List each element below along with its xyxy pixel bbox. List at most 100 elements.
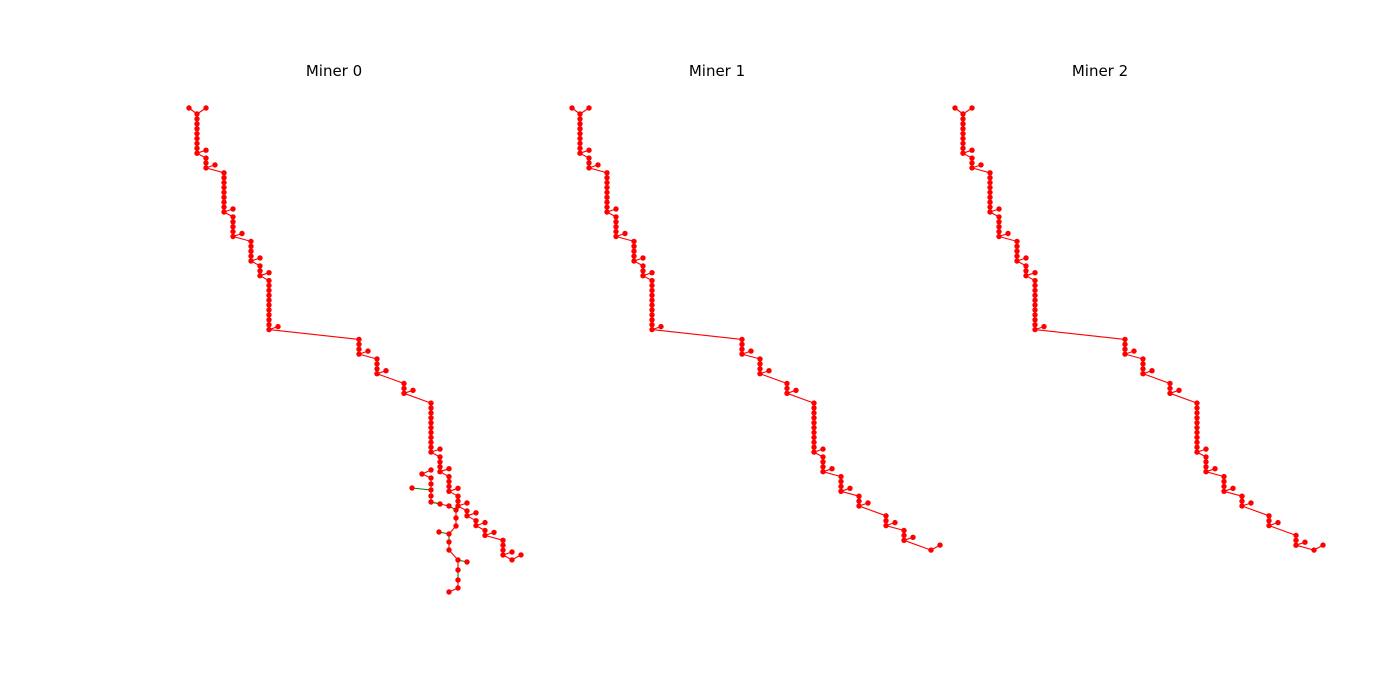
block-node-10 <box>194 150 200 156</box>
block-node-11 <box>969 147 975 153</box>
block-node-42 <box>649 277 655 284</box>
block-node-1 <box>203 105 209 111</box>
block-node-96 <box>883 522 889 529</box>
block-node-26 <box>613 214 619 220</box>
block-node-103 <box>1320 542 1326 548</box>
block-node-132 <box>464 559 470 565</box>
block-node-51 <box>649 322 655 328</box>
block-node-10 <box>577 150 583 156</box>
miner-2-title: Miner 2 <box>1072 62 1128 80</box>
block-node-22 <box>987 199 993 205</box>
block-node-37 <box>257 255 263 261</box>
block-node-65 <box>1167 385 1173 392</box>
chain-edge-31 <box>615 235 635 242</box>
block-node-86 <box>1221 478 1227 485</box>
block-node-54 <box>1122 336 1128 343</box>
block-node-46 <box>266 297 272 303</box>
block-node-43 <box>649 282 655 289</box>
block-node-72 <box>811 420 817 426</box>
block-node-66 <box>1167 390 1173 396</box>
block-node-57 <box>739 351 745 357</box>
block-node-61 <box>757 366 763 372</box>
block-node-36 <box>248 258 254 264</box>
block-node-3 <box>577 116 583 122</box>
block-node-41 <box>1032 270 1038 276</box>
block-node-7 <box>960 135 966 142</box>
block-node-24 <box>604 209 610 215</box>
chain-edge-127 <box>411 487 432 491</box>
block-node-94 <box>883 513 889 519</box>
miner-0-edges <box>188 107 522 593</box>
block-node-92 <box>856 503 862 509</box>
block-node-67 <box>793 387 799 393</box>
block-node-53 <box>275 323 281 330</box>
block-node-75 <box>811 434 817 441</box>
block-node-91 <box>1239 498 1245 504</box>
block-node-9 <box>194 145 200 151</box>
block-node-51 <box>266 322 272 328</box>
miner-1-panel: Miner 1 <box>569 62 943 553</box>
block-node-67 <box>410 387 416 393</box>
block-node-101 <box>1302 539 1308 545</box>
block-node-39 <box>1023 268 1029 274</box>
block-node-12 <box>969 155 975 161</box>
block-node-25 <box>613 206 619 212</box>
block-node-49 <box>649 312 655 318</box>
block-node-1 <box>586 105 592 111</box>
block-node-96 <box>1266 522 1272 529</box>
block-node-28 <box>230 224 236 230</box>
block-node-100 <box>901 537 907 543</box>
block-node-23 <box>987 204 993 210</box>
block-node-2 <box>194 111 200 117</box>
chain-edge-63 <box>759 373 788 385</box>
block-node-88 <box>838 488 844 494</box>
block-node-19 <box>604 184 610 191</box>
chain-edge-93 <box>1241 505 1270 517</box>
block-node-82 <box>1203 464 1209 470</box>
block-node-15 <box>978 162 984 168</box>
block-node-91 <box>455 498 461 504</box>
block-node-7 <box>577 135 583 142</box>
block-node-48 <box>266 307 272 313</box>
block-node-17 <box>604 175 610 181</box>
block-node-32 <box>1014 238 1020 245</box>
block-node-4 <box>194 121 200 127</box>
block-node-78 <box>811 449 817 455</box>
block-node-102 <box>1311 547 1317 553</box>
block-node-36 <box>631 258 637 264</box>
block-node-90 <box>856 493 862 499</box>
block-node-20 <box>987 189 993 196</box>
block-node-44 <box>649 287 655 294</box>
block-node-45 <box>266 292 272 298</box>
chain-edge-67 <box>786 392 815 404</box>
block-node-27 <box>230 219 236 225</box>
block-node-59 <box>757 356 763 362</box>
block-node-99 <box>901 532 907 539</box>
chain-edge-15 <box>588 167 608 174</box>
block-node-108 <box>509 557 515 563</box>
block-node-47 <box>266 302 272 308</box>
block-node-8 <box>960 140 966 147</box>
block-node-10 <box>960 150 966 156</box>
block-node-68 <box>1194 400 1200 406</box>
block-node-16 <box>221 170 227 176</box>
block-node-114 <box>428 487 434 493</box>
chain-edge-102 <box>484 534 504 541</box>
block-node-38 <box>1023 263 1029 269</box>
block-node-63 <box>1149 368 1155 374</box>
block-node-88 <box>446 488 452 494</box>
block-node-27 <box>613 219 619 225</box>
block-node-98 <box>901 527 907 534</box>
chain-edge-53 <box>268 329 360 340</box>
block-node-102 <box>491 529 497 536</box>
block-node-17 <box>221 175 227 181</box>
block-node-111 <box>419 471 425 477</box>
block-node-30 <box>230 233 236 240</box>
block-node-35 <box>631 253 637 259</box>
block-node-99 <box>482 519 488 526</box>
block-node-3 <box>960 116 966 122</box>
block-node-24 <box>221 209 227 215</box>
block-node-98 <box>1293 532 1299 539</box>
block-node-82 <box>437 464 443 470</box>
block-node-67 <box>1176 387 1182 393</box>
